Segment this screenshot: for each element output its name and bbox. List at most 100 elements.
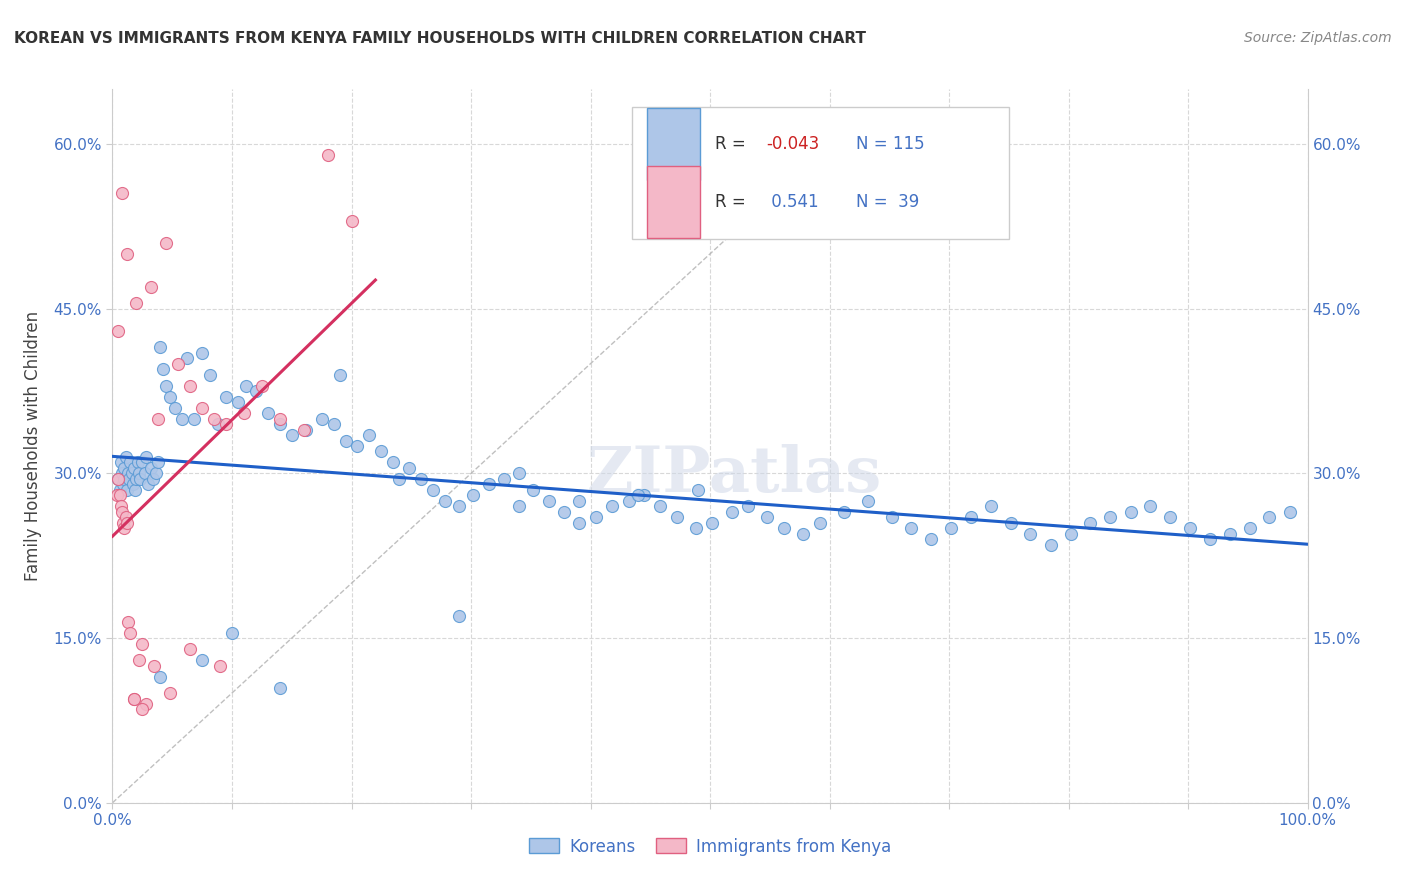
Legend: Koreans, Immigrants from Kenya: Koreans, Immigrants from Kenya — [523, 831, 897, 863]
Point — [478, 477, 501, 491]
Point — [112, 477, 135, 491]
Point — [159, 686, 181, 700]
FancyBboxPatch shape — [633, 107, 1010, 239]
Point — [149, 669, 172, 683]
FancyBboxPatch shape — [647, 167, 700, 238]
Point — [1159, 510, 1181, 524]
Point — [856, 494, 879, 508]
Point — [880, 510, 903, 524]
Point — [568, 494, 591, 508]
Point — [233, 406, 256, 420]
Text: KOREAN VS IMMIGRANTS FROM KENYA FAMILY HOUSEHOLDS WITH CHILDREN CORRELATION CHAR: KOREAN VS IMMIGRANTS FROM KENYA FAMILY H… — [14, 31, 866, 46]
Point — [118, 472, 141, 486]
Point — [143, 658, 166, 673]
Point — [1258, 510, 1281, 524]
Text: R =: R = — [714, 135, 751, 153]
Point — [117, 467, 139, 481]
Point — [111, 186, 134, 201]
Point — [235, 378, 257, 392]
Point — [1119, 505, 1142, 519]
Point — [167, 357, 190, 371]
Point — [627, 488, 650, 502]
Point — [149, 340, 172, 354]
Point — [114, 461, 135, 475]
Point — [122, 691, 145, 706]
Point — [756, 510, 779, 524]
Point — [155, 235, 177, 250]
Point — [1139, 500, 1161, 514]
Point — [370, 444, 392, 458]
Point — [422, 483, 444, 497]
Point — [633, 488, 655, 502]
Point — [115, 516, 138, 530]
Point — [522, 483, 544, 497]
Point — [127, 455, 149, 469]
Point — [1078, 516, 1101, 530]
Point — [129, 472, 152, 486]
Point — [120, 625, 142, 640]
Point — [292, 423, 315, 437]
Point — [463, 488, 485, 502]
Text: 0.541: 0.541 — [766, 193, 818, 211]
Point — [702, 516, 724, 530]
Point — [142, 472, 165, 486]
Point — [114, 510, 136, 524]
Point — [773, 521, 796, 535]
Point — [176, 351, 198, 366]
Point — [832, 505, 855, 519]
Point — [135, 450, 157, 464]
Point — [269, 681, 291, 695]
Point — [900, 521, 922, 535]
Point — [433, 494, 456, 508]
Point — [316, 148, 339, 162]
Point — [409, 472, 432, 486]
Point — [720, 505, 742, 519]
Point — [688, 483, 710, 497]
Point — [117, 615, 139, 629]
Point — [257, 406, 280, 420]
Point — [179, 642, 201, 657]
Point — [322, 417, 344, 431]
Point — [138, 477, 160, 491]
Point — [110, 500, 132, 514]
Point — [648, 500, 671, 514]
Point — [121, 477, 143, 491]
Point — [1060, 526, 1083, 541]
Point — [447, 609, 470, 624]
Point — [107, 472, 129, 486]
Point — [146, 455, 169, 469]
Point — [125, 296, 148, 310]
Point — [941, 521, 963, 535]
Point — [115, 247, 138, 261]
Point — [737, 500, 759, 514]
Point — [281, 428, 304, 442]
Point — [179, 378, 201, 392]
Point — [245, 384, 267, 398]
Point — [134, 467, 156, 481]
Point — [226, 395, 249, 409]
Point — [114, 472, 135, 486]
Point — [808, 516, 831, 530]
Point — [122, 461, 145, 475]
Point — [183, 411, 205, 425]
Point — [311, 411, 333, 425]
Point — [959, 510, 981, 524]
Point — [207, 417, 229, 431]
Point — [221, 625, 243, 640]
Point — [170, 411, 193, 425]
Point — [1180, 521, 1202, 535]
FancyBboxPatch shape — [647, 108, 700, 179]
Point — [115, 483, 138, 497]
Point — [107, 324, 129, 338]
Text: N = 115: N = 115 — [856, 135, 925, 153]
Point — [685, 521, 707, 535]
Point — [335, 434, 357, 448]
Point — [191, 401, 214, 415]
Point — [111, 505, 134, 519]
Point — [1099, 510, 1122, 524]
Point — [108, 483, 131, 497]
Point — [250, 378, 273, 392]
Point — [200, 368, 222, 382]
Point — [108, 488, 131, 502]
Point — [329, 368, 352, 382]
